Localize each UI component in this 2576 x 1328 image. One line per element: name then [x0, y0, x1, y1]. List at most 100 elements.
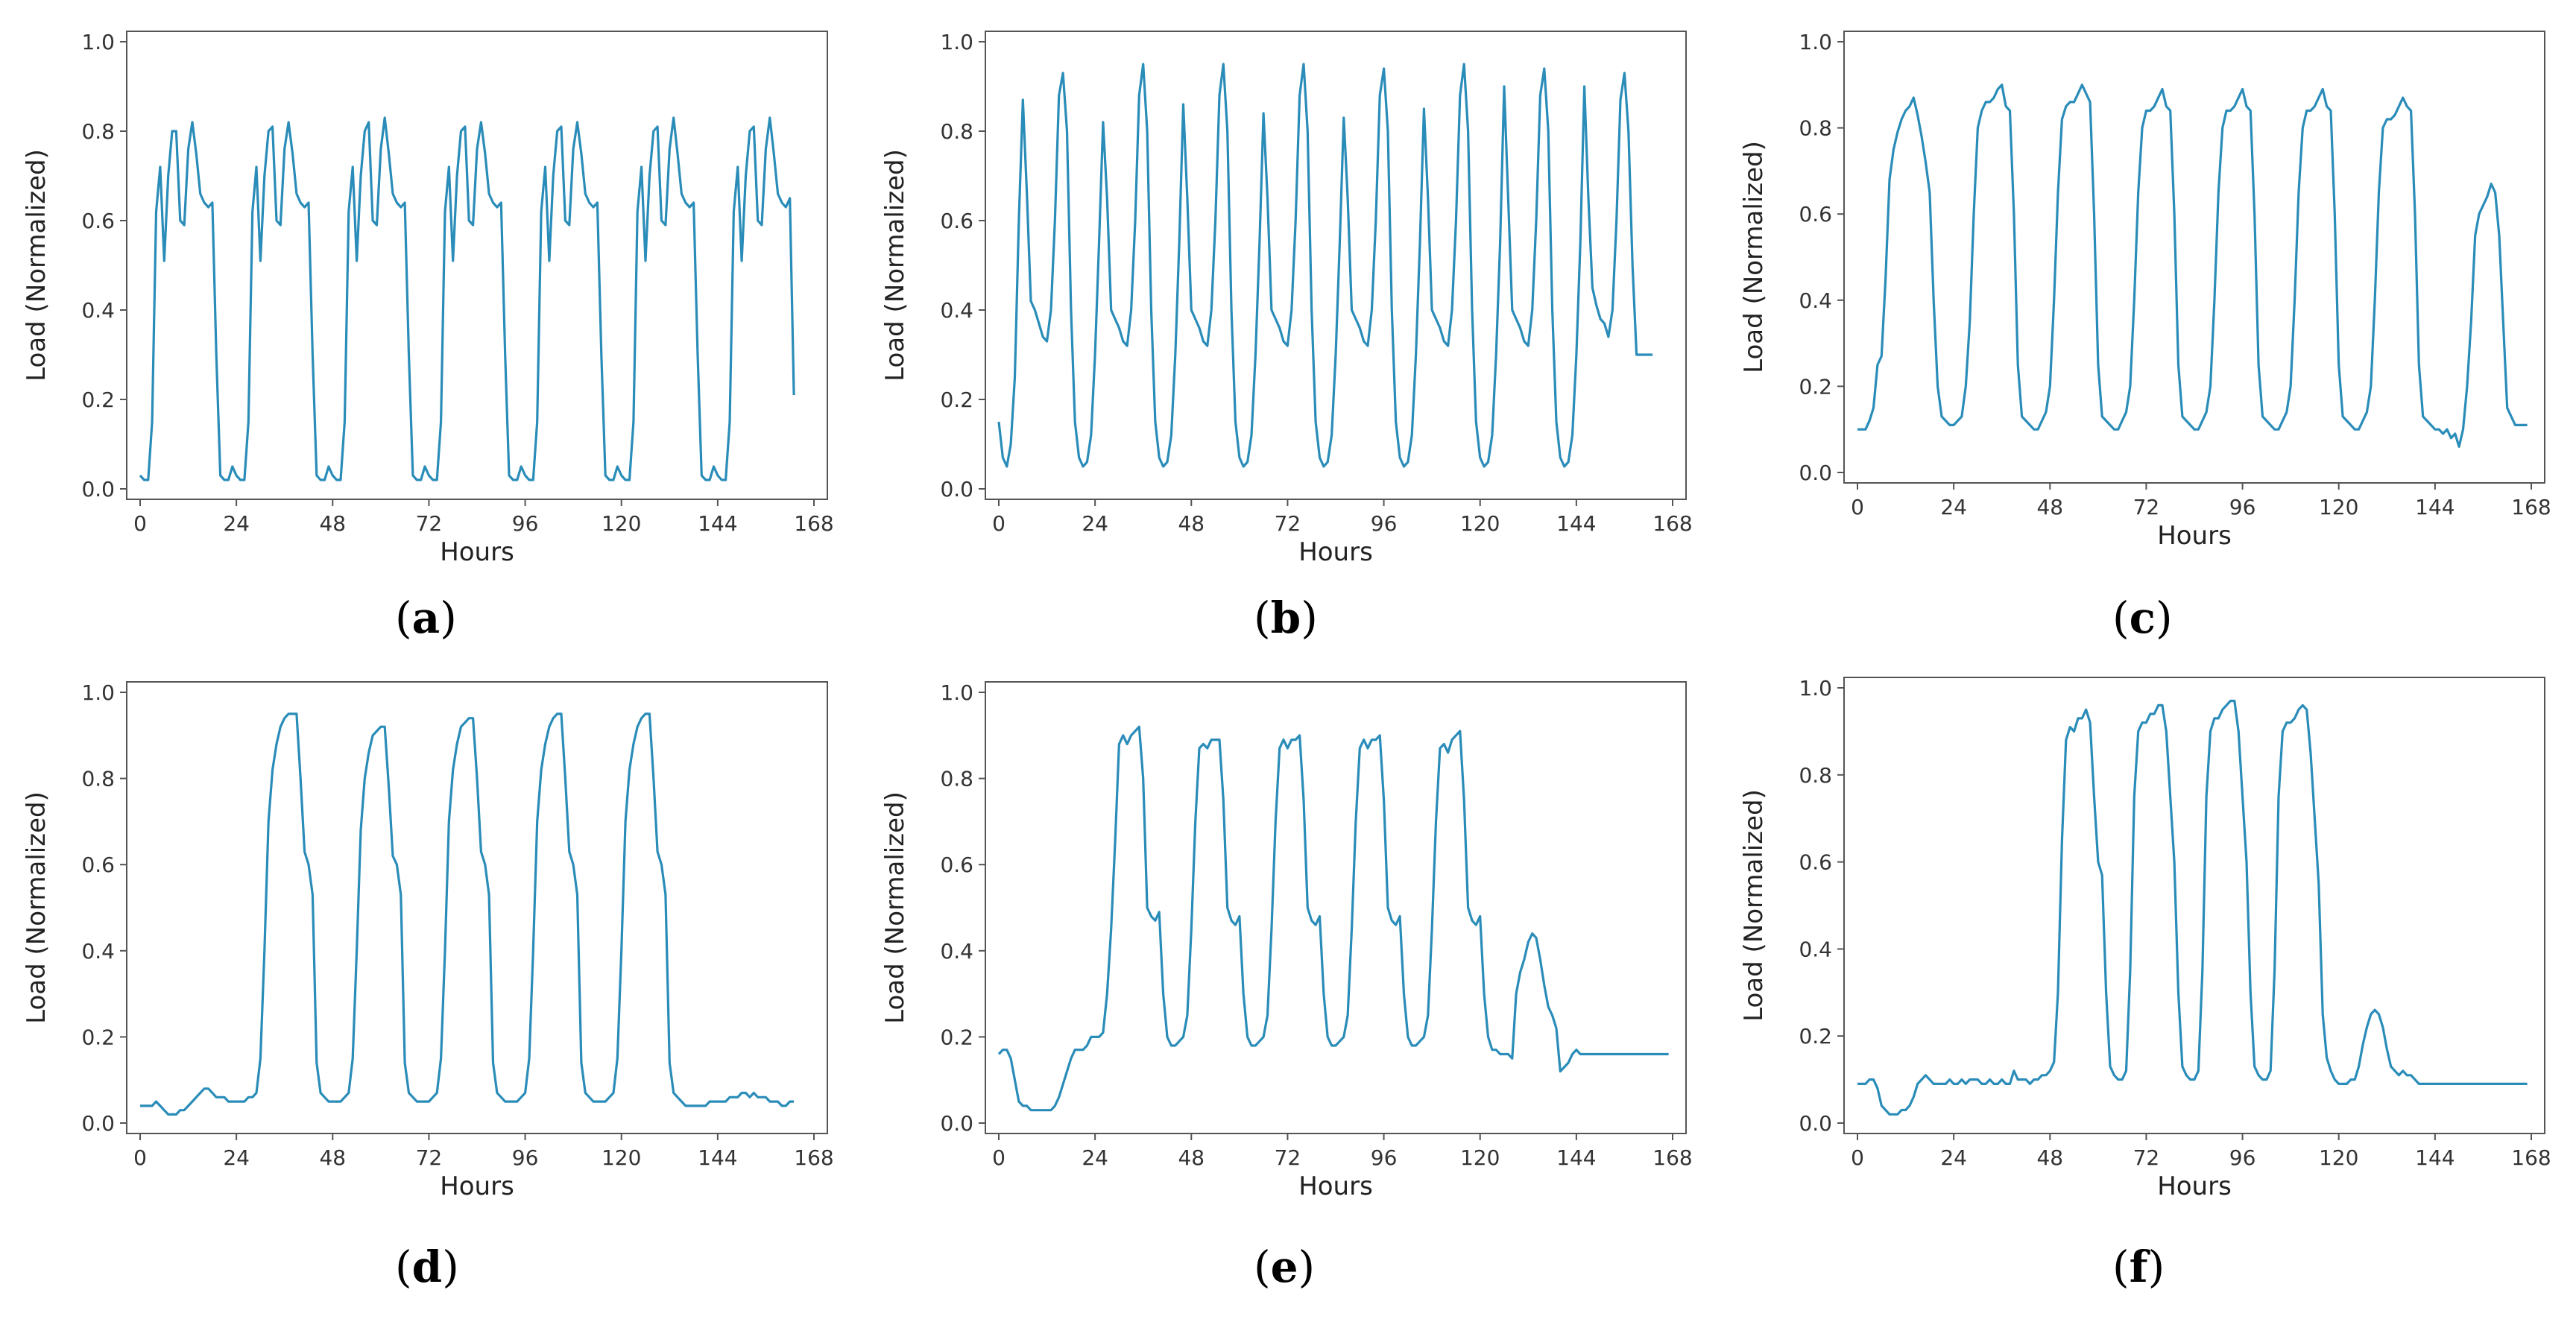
x-tick-label-b-0: 0 — [992, 511, 1006, 536]
y-axis-title-b: Load (Normalized) — [880, 149, 910, 382]
x-tick-label-f-0: 0 — [1851, 1145, 1864, 1170]
y-tick-label-c-0: 0.0 — [1799, 461, 1832, 485]
caption-f-letter: f — [2129, 1242, 2148, 1292]
x-tick-label-e-120: 120 — [1460, 1145, 1500, 1170]
y-tick-label-f-0: 0.0 — [1799, 1111, 1832, 1136]
y-tick-label-e-0: 0.0 — [940, 1111, 973, 1136]
x-tick-label-b-72: 72 — [1275, 511, 1301, 536]
y-tick-label-a-1: 0.2 — [81, 388, 115, 412]
y-tick-label-c-2: 0.4 — [1799, 288, 1832, 313]
x-axis-title-b: Hours — [1298, 537, 1373, 567]
y-tick-label-f-5: 1.0 — [1799, 676, 1832, 701]
x-tick-label-a-0: 0 — [133, 511, 147, 536]
y-axis-title-c: Load (Normalized) — [1739, 141, 1769, 373]
series-line-f — [1857, 699, 2528, 1116]
y-tick-label-e-5: 1.0 — [940, 680, 973, 705]
x-tick-label-f-48: 48 — [2036, 1145, 2063, 1170]
x-tick-label-c-24: 24 — [1940, 495, 1967, 519]
chart-d-svg: 0 24 48 72 96 120 144 168 0.0 0.2 0.4 0.6 0.8 1.0 Hour… — [22, 680, 834, 1201]
y-tick-label-d-0: 0.0 — [81, 1111, 115, 1136]
x-tick-label-a-144: 144 — [698, 511, 737, 536]
chart-c-svg: 0 24 48 72 96 120 144 168 0.0 0.2 0.4 0.6 0.8 1.0 Hour… — [1739, 30, 2551, 551]
caption-c-letter: c — [2129, 592, 2156, 643]
x-tick-label-f-168: 168 — [2511, 1145, 2551, 1170]
x-tick-label-a-120: 120 — [602, 511, 641, 536]
x-tick-label-d-168: 168 — [794, 1145, 833, 1170]
y-tick-label-b-3: 0.6 — [940, 209, 973, 233]
x-tick-label-e-72: 72 — [1275, 1145, 1301, 1170]
x-tick-label-f-120: 120 — [2319, 1145, 2358, 1170]
y-tick-label-f-4: 0.8 — [1799, 763, 1832, 788]
y-tick-label-d-5: 1.0 — [81, 680, 115, 705]
y-tick-label-a-3: 0.6 — [81, 209, 115, 233]
plot-frame-d — [126, 681, 828, 1134]
series-line-a — [139, 116, 795, 481]
x-axis-title-c: Hours — [2157, 521, 2232, 551]
x-tick-label-f-24: 24 — [1940, 1145, 1967, 1170]
x-tick-label-e-144: 144 — [1556, 1145, 1596, 1170]
x-tick-label-c-48: 48 — [2036, 495, 2063, 519]
x-tick-label-a-48: 48 — [319, 511, 346, 536]
x-tick-label-b-48: 48 — [1178, 511, 1205, 536]
y-tick-label-b-4: 0.8 — [940, 119, 973, 144]
x-tick-label-e-48: 48 — [1178, 1145, 1205, 1170]
y-tick-label-b-2: 0.4 — [940, 298, 973, 323]
caption-b-letter: b — [1270, 592, 1301, 643]
y-tick-label-e-1: 0.2 — [940, 1025, 973, 1049]
x-tick-label-b-96: 96 — [1371, 511, 1398, 536]
chart-panel-f: 0 24 48 72 96 120 144 168 0.0 0.2 0.4 0.6 0.8 1.0 Hour… — [1717, 664, 2576, 1328]
y-tick-label-f-2: 0.4 — [1799, 937, 1832, 961]
x-tick-label-c-120: 120 — [2319, 495, 2358, 519]
y-tick-label-a-5: 1.0 — [81, 30, 115, 54]
y-tick-label-d-4: 0.8 — [81, 767, 115, 791]
caption-e-letter: e — [1270, 1242, 1298, 1292]
x-axis-title-f: Hours — [2157, 1172, 2232, 1201]
x-axis-title-d: Hours — [440, 1172, 514, 1201]
x-tick-label-d-120: 120 — [602, 1145, 641, 1170]
y-axis-title-d: Load (Normalized) — [22, 791, 51, 1024]
x-axis-title-e: Hours — [1298, 1172, 1373, 1201]
caption-d: (d) — [395, 1242, 459, 1292]
plot-frame-b — [985, 31, 1687, 500]
x-tick-label-d-144: 144 — [698, 1145, 737, 1170]
x-tick-label-c-72: 72 — [2133, 495, 2160, 519]
x-tick-label-b-168: 168 — [1652, 511, 1692, 536]
x-tick-label-b-144: 144 — [1556, 511, 1596, 536]
y-tick-label-d-3: 0.6 — [81, 853, 115, 877]
caption-a: (a) — [395, 592, 457, 643]
x-tick-label-f-72: 72 — [2133, 1145, 2160, 1170]
y-tick-label-a-4: 0.8 — [81, 119, 115, 144]
x-tick-label-c-0: 0 — [1851, 495, 1864, 519]
x-tick-label-e-24: 24 — [1082, 1145, 1108, 1170]
series-line-d — [140, 712, 795, 1116]
chart-e-svg: 0 24 48 72 96 120 144 168 0.0 0.2 0.4 0.6 0.8 1.0 Hour… — [880, 680, 1693, 1201]
x-tick-label-d-96: 96 — [512, 1145, 539, 1170]
x-tick-label-c-96: 96 — [2229, 495, 2256, 519]
y-tick-label-c-5: 1.0 — [1799, 30, 1832, 54]
y-tick-label-e-4: 0.8 — [940, 767, 973, 791]
series-line-c — [1857, 83, 2528, 448]
plot-frame-c — [1843, 31, 2545, 484]
y-tick-label-d-1: 0.2 — [81, 1025, 115, 1049]
chart-panel-d: 0 24 48 72 96 120 144 168 0.0 0.2 0.4 0.6 0.8 1.0 Hour… — [0, 664, 859, 1328]
x-tick-label-f-96: 96 — [2229, 1145, 2256, 1170]
x-tick-label-e-96: 96 — [1371, 1145, 1398, 1170]
y-tick-label-c-3: 0.6 — [1799, 202, 1832, 227]
chart-panel-a: 0 24 48 72 96 120 144 168 0.0 0.2 0.4 0.6 0.8 1.0 Hour… — [0, 0, 859, 664]
x-tick-label-d-72: 72 — [416, 1145, 443, 1170]
x-tick-label-f-144: 144 — [2415, 1145, 2455, 1170]
y-tick-label-c-4: 0.8 — [1799, 116, 1832, 141]
plot-frame-f — [1843, 677, 2545, 1134]
x-axis-title-a: Hours — [440, 537, 514, 567]
x-tick-label-a-96: 96 — [512, 511, 539, 536]
x-tick-label-b-120: 120 — [1460, 511, 1500, 536]
chart-a-svg: 0 24 48 72 96 120 144 168 0.0 0.2 0.4 0.6 0.8 1.0 Hour… — [22, 30, 834, 567]
series-line-b — [997, 63, 1653, 468]
chart-panel-e: 0 24 48 72 96 120 144 168 0.0 0.2 0.4 0.6 0.8 1.0 Hour… — [859, 664, 1717, 1328]
y-tick-label-b-1: 0.2 — [940, 388, 973, 412]
chart-f-svg: 0 24 48 72 96 120 144 168 0.0 0.2 0.4 0.6 0.8 1.0 Hour… — [1739, 676, 2551, 1201]
y-tick-label-c-1: 0.2 — [1799, 374, 1832, 399]
x-tick-label-c-168: 168 — [2511, 495, 2551, 519]
x-tick-label-e-168: 168 — [1652, 1145, 1692, 1170]
caption-d-letter: d — [411, 1242, 443, 1292]
